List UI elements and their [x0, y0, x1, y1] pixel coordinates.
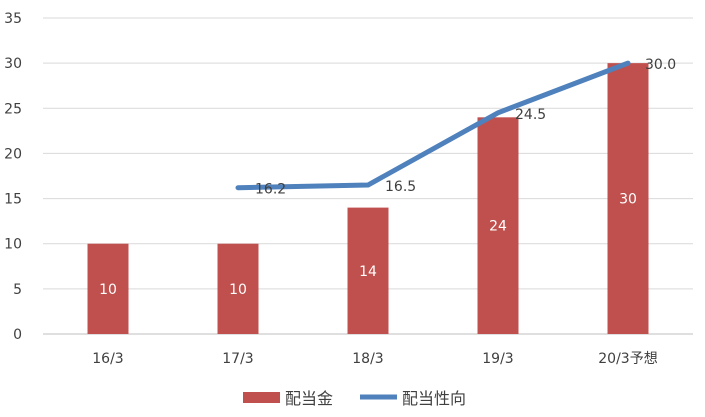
x-category-label: 17/3	[222, 351, 253, 367]
x-axis-ticks: 16/3 17/3 18/3 19/3 20/3予想	[92, 351, 657, 367]
bar-value-label: 24	[489, 219, 507, 235]
line-value-label: 16.5	[385, 179, 416, 195]
legend-line-label: 配当性向	[402, 389, 466, 408]
bar-data-labels: 10 10 14 24 30	[99, 192, 637, 298]
legend-bar-label: 配当金	[285, 389, 333, 408]
x-category-label: 18/3	[352, 351, 383, 367]
legend: 配当金 配当性向	[243, 389, 466, 408]
bar	[87, 243, 129, 334]
line-series	[235, 60, 631, 191]
line-value-label: 30.0	[645, 57, 676, 73]
bar-series	[87, 63, 649, 335]
legend-bar-swatch	[243, 392, 280, 403]
y-tick-label: 20	[4, 146, 22, 162]
x-category-label: 20/3予想	[598, 351, 657, 367]
bar-value-label: 10	[229, 282, 247, 298]
bar	[347, 207, 389, 334]
x-category-label: 16/3	[92, 351, 123, 367]
bar-value-label: 30	[619, 192, 637, 208]
x-category-label: 19/3	[482, 351, 513, 367]
bar	[217, 243, 259, 334]
y-tick-label: 25	[4, 101, 22, 117]
bar-value-label: 10	[99, 282, 117, 298]
y-tick-label: 30	[4, 56, 22, 72]
line-value-label: 24.5	[515, 107, 546, 123]
y-tick-label: 35	[4, 11, 22, 27]
line-series-path	[235, 60, 631, 191]
line-data-labels: 16.2 16.5 24.5 30.0	[255, 57, 676, 198]
y-tick-label: 5	[13, 282, 22, 298]
y-axis-ticks: 0 5 10 15 20 25 30 35	[4, 11, 22, 343]
bar-value-label: 14	[359, 264, 377, 280]
y-tick-label: 15	[4, 192, 22, 208]
bar	[607, 63, 649, 335]
bar	[477, 117, 519, 334]
line-value-label: 16.2	[255, 182, 286, 198]
y-tick-label: 10	[4, 237, 22, 253]
y-tick-label: 0	[13, 327, 22, 343]
